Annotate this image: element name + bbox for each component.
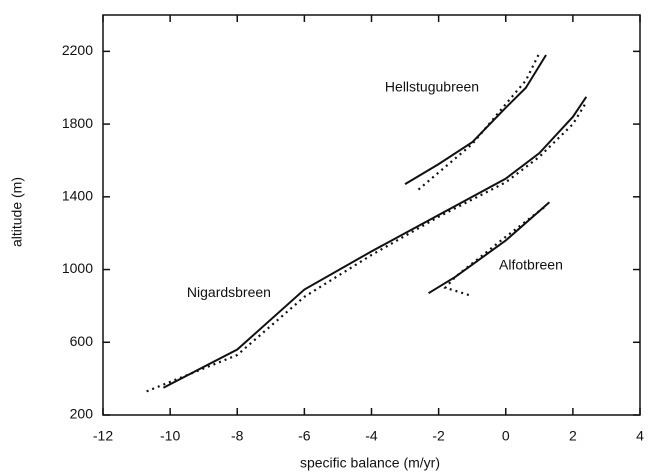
x-axis-label: specific balance (m/yr) bbox=[300, 455, 440, 471]
series-line bbox=[404, 54, 547, 185]
x-tick-label: -8 bbox=[231, 428, 244, 444]
x-tick-label: -4 bbox=[365, 428, 378, 444]
series-line bbox=[162, 96, 588, 389]
series-line bbox=[443, 205, 547, 297]
y-tick-label: 1000 bbox=[62, 260, 93, 276]
x-tick-label: 2 bbox=[569, 428, 577, 444]
x-tick-label: 0 bbox=[502, 428, 510, 444]
y-tick-label: 600 bbox=[70, 333, 94, 349]
y-axis-label: altitude (m) bbox=[9, 177, 25, 247]
series-line bbox=[428, 201, 551, 295]
plot-frame bbox=[102, 14, 641, 416]
y-tick-label: 2200 bbox=[62, 42, 93, 58]
x-tick-label: -12 bbox=[93, 428, 113, 444]
x-tick-label: -2 bbox=[432, 428, 445, 444]
x-tick-label: 4 bbox=[636, 428, 644, 444]
annotation: Alfotbreen bbox=[499, 257, 563, 273]
series-line bbox=[146, 101, 588, 393]
y-tick-label: 1800 bbox=[62, 115, 93, 131]
y-tick-label: 1400 bbox=[62, 188, 93, 204]
x-tick-label: -10 bbox=[160, 428, 180, 444]
annotation: Nigardsbreen bbox=[187, 284, 271, 300]
annotation: Hellstugubreen bbox=[385, 78, 479, 94]
y-tick-label: 200 bbox=[70, 406, 94, 422]
series-line bbox=[417, 52, 541, 191]
x-tick-label: -6 bbox=[298, 428, 311, 444]
